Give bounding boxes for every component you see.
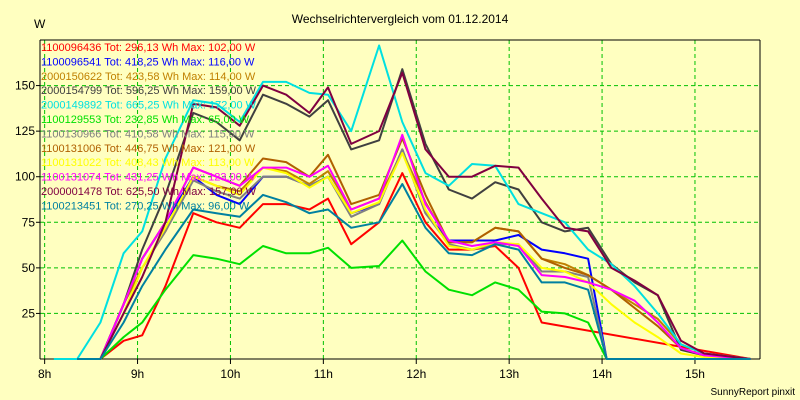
legend: 1100096436 Tot: 296,13 Wh Max: 102,00 W 1… [41, 42, 257, 212]
y-tick-label: 75 [22, 215, 36, 229]
legend-entry-5: 2000149892 Tot: 665,25 Wh Max: 172,00 W [41, 100, 257, 112]
legend-entry-12: 1100213451 Tot: 270,25 Wh Max: 96,00 W [41, 200, 250, 212]
y-tick-label: 125 [15, 124, 35, 138]
legend-entry-7: 1100130966 Tot: 410,58 Wh Max: 115,00 W [41, 128, 255, 140]
series [53, 44, 751, 360]
series-line-9 [77, 152, 751, 360]
legend-entry-9: 1100131022 Tot: 408,43 Wh Max: 113,00 W [41, 157, 255, 169]
y-tick-label: 50 [22, 261, 36, 275]
x-tick-label: 8h [38, 367, 51, 381]
legend-entry-6: 1100129553 Tot: 232,85 Wh Max: 65,00 W [41, 114, 250, 126]
legend-entry-4: 2000154799 Tot: 596,25 Wh Max: 159,00 W [41, 85, 257, 97]
x-tick-label: 10h [220, 367, 240, 381]
x-tick-label: 13h [499, 367, 519, 381]
series-line-12 [77, 183, 751, 360]
series-line-5 [53, 44, 751, 360]
series-line-7 [77, 148, 751, 360]
x-tick-label: 15h [685, 367, 705, 381]
series-line-10 [77, 133, 751, 360]
legend-entry-2: 1100096541 Tot: 418,25 Wh Max: 116,00 W [41, 56, 255, 68]
legend-entry-10: 1100131074 Tot: 431,25 Wh Max: 123,00 W [41, 172, 256, 184]
legend-entry-8: 1100131006 Tot: 446,75 Wh Max: 121,00 W [41, 143, 256, 155]
legend-entry-11: 2000001478 Tot: 625,50 Wh Max: 157,00 W [41, 186, 257, 198]
ticks: 25 50 75 100 125 150 8h 9h 10h 11h 12h 13h 14h 15h [15, 79, 705, 381]
chart-title: Wechselrichtervergleich vom 01.12.2014 [292, 12, 509, 26]
legend-entry-1: 1100096436 Tot: 296,13 Wh Max: 102,00 W [41, 42, 256, 54]
x-tick-label: 9h [131, 367, 144, 381]
y-tick-label: 25 [22, 306, 36, 320]
series-line-11 [77, 71, 751, 360]
footer-credit: SunnyReport pinxit [711, 387, 796, 398]
x-tick-label: 14h [592, 367, 612, 381]
y-axis-label: W [34, 17, 46, 31]
legend-entry-3: 2000150622 Tot: 423,58 Wh Max: 114,00 W [41, 71, 256, 83]
y-tick-label: 150 [15, 79, 35, 93]
y-tick-label: 100 [15, 170, 35, 184]
series-line-6 [77, 239, 751, 360]
x-tick-label: 11h [314, 367, 333, 381]
x-tick-label: 12h [406, 367, 426, 381]
